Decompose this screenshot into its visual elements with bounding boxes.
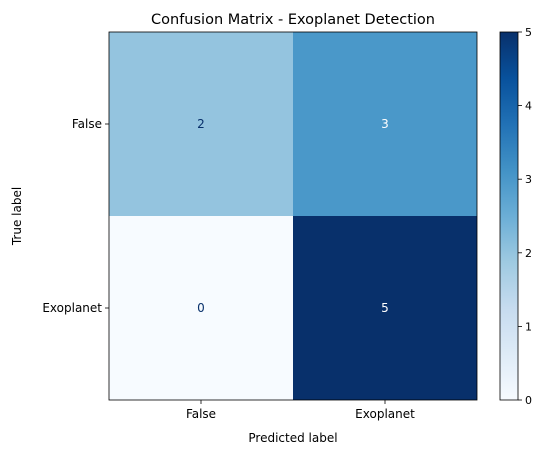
colorbar-tick-label: 4 [525, 100, 532, 113]
colorbar-tick-label: 3 [525, 173, 532, 186]
y-axis-label: True label [10, 187, 24, 246]
heatmap-cell-0-1 [293, 32, 477, 216]
x-axis-ticks: False Exoplanet [186, 400, 415, 421]
cell-value-labels: 2 3 0 5 [197, 117, 389, 315]
colorbar-ticks: 0 1 2 3 4 5 [518, 26, 532, 407]
cell-value-label: 3 [381, 117, 389, 131]
colorbar-tick-label: 0 [525, 394, 532, 407]
heatmap-cell-1-0 [109, 216, 293, 400]
cell-value-label: 0 [197, 301, 205, 315]
cell-value-label: 2 [197, 117, 205, 131]
x-axis-label: Predicted label [248, 431, 337, 445]
colorbar: 0 1 2 3 4 5 [499, 26, 532, 407]
y-tick-label: False [72, 117, 102, 131]
y-axis-ticks: False Exoplanet [42, 117, 109, 315]
colorbar-tick-label: 2 [525, 247, 532, 260]
colorbar-tick-label: 5 [525, 26, 532, 39]
y-tick-label: Exoplanet [42, 301, 102, 315]
colorbar-gradient [500, 32, 518, 400]
x-tick-label: Exoplanet [355, 407, 415, 421]
colorbar-frame [499, 31, 519, 401]
heatmap-cell-0-0 [109, 32, 293, 216]
plot-frame [108, 31, 478, 401]
x-tick-label: False [186, 407, 216, 421]
colorbar-tick-label: 1 [525, 320, 532, 333]
heatmap-cell-1-1 [293, 216, 477, 400]
heatmap-cells [109, 32, 477, 400]
cell-value-label: 5 [381, 301, 389, 315]
chart-title: Confusion Matrix - Exoplanet Detection [151, 12, 435, 28]
